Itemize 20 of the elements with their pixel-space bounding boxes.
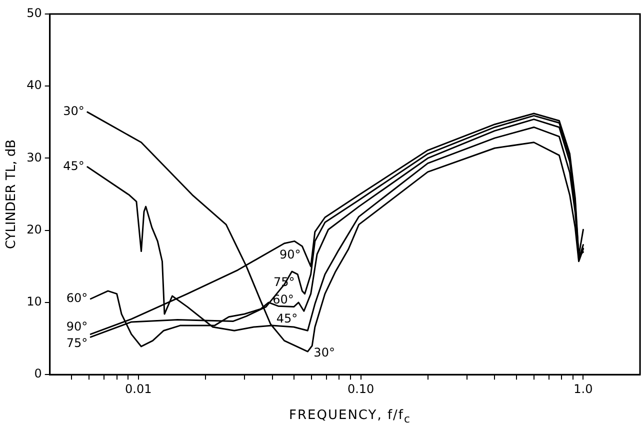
series-label: 30° bbox=[314, 346, 335, 360]
text: 60° bbox=[66, 291, 88, 305]
y-tick-label: 40 bbox=[26, 78, 42, 92]
text: 30° bbox=[63, 104, 84, 118]
text: 75° bbox=[66, 336, 88, 350]
y-axis-title: CYLINDER TL, dB bbox=[4, 139, 20, 250]
x-tick-label: 0.10 bbox=[347, 382, 374, 396]
y-tick-label: 50 bbox=[26, 6, 42, 20]
y-tick-label: 20 bbox=[26, 222, 42, 236]
y-tick-label: 10 bbox=[26, 294, 42, 309]
text: 45° bbox=[63, 159, 84, 174]
text: 90° bbox=[66, 319, 88, 334]
y-tick-label: 0 bbox=[34, 366, 42, 381]
x-axis-title: FREQUENCY, f/f$_{c}$ bbox=[288, 408, 412, 426]
series-label: 45° bbox=[276, 312, 298, 326]
series-label: 90° bbox=[280, 248, 301, 262]
y-tick-label: 30 bbox=[26, 150, 42, 164]
series-label: 60° bbox=[272, 292, 294, 306]
x-tick-label: 0.01 bbox=[125, 382, 152, 396]
x-tick-label: 1.0 bbox=[574, 382, 593, 396]
